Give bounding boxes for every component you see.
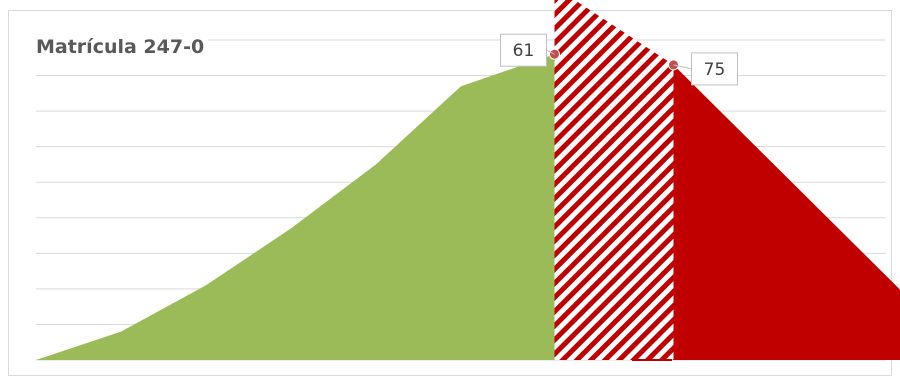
- data-label: 61: [513, 41, 535, 61]
- area-1: [554, 0, 674, 360]
- area-2: [673, 64, 900, 360]
- chart-title: Matrícula 247-0: [36, 36, 209, 58]
- data-callout-pointer: [546, 49, 555, 55]
- data-callout-box: [500, 33, 547, 67]
- data-label: 75: [704, 60, 726, 80]
- data-callout-pointer: [673, 64, 692, 70]
- area-series: [36, 0, 900, 360]
- area-0: [36, 54, 555, 360]
- data-callout-box: [691, 52, 738, 86]
- data-markers: 61 75: [500, 33, 738, 86]
